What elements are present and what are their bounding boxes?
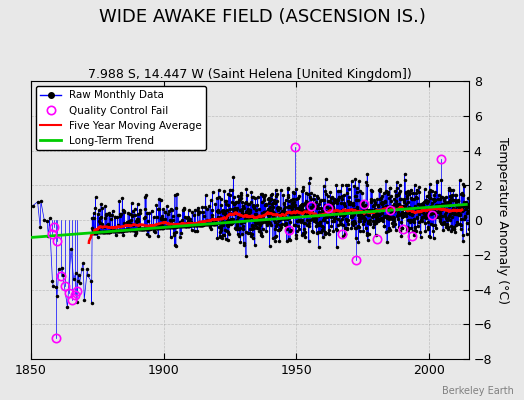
Y-axis label: Temperature Anomaly (°C): Temperature Anomaly (°C) [496,136,509,304]
Legend: Raw Monthly Data, Quality Control Fail, Five Year Moving Average, Long-Term Tren: Raw Monthly Data, Quality Control Fail, … [36,86,206,150]
Text: WIDE AWAKE FIELD (ASCENSION IS.): WIDE AWAKE FIELD (ASCENSION IS.) [99,8,425,26]
Text: Berkeley Earth: Berkeley Earth [442,386,514,396]
Title: 7.988 S, 14.447 W (Saint Helena [United Kingdom]): 7.988 S, 14.447 W (Saint Helena [United … [88,68,412,81]
